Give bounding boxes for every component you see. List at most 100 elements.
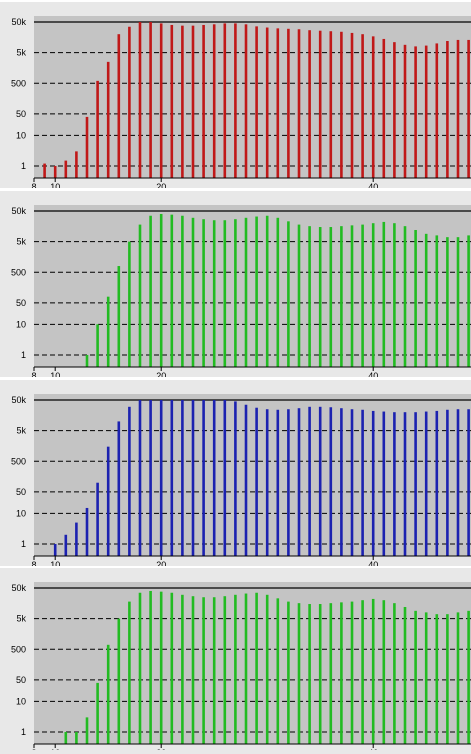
histogram-bar — [424, 612, 428, 744]
histogram-bar — [202, 219, 205, 367]
histogram-bar — [117, 34, 121, 178]
histogram-bar — [223, 596, 227, 744]
histogram-bar — [159, 213, 163, 367]
histogram-panel-green: 50k 5k 500 50 10 1 8 10 20 40 — [0, 191, 471, 377]
histogram-bar — [106, 61, 110, 178]
histogram-chart-blue: 50k 5k 500 50 10 1 8 10 20 40 — [11, 394, 471, 566]
histogram-bar — [234, 219, 237, 367]
histogram-chart-green: 50k 5k 500 50 10 1 8 10 20 40 — [11, 205, 471, 377]
x-tick-label: 20 — [156, 182, 166, 188]
y-tick-label: 1 — [21, 161, 26, 171]
histogram-chart-green-2: 50k 5k 500 50 10 1 8 10 20 40 — [11, 582, 471, 750]
histogram-bar — [276, 409, 280, 556]
histogram-bar — [361, 34, 364, 178]
histogram-bar — [297, 603, 301, 744]
histogram-bar — [117, 421, 121, 556]
histogram-bar — [393, 42, 396, 179]
histogram-bar — [424, 233, 428, 367]
histogram-bar — [265, 215, 269, 367]
histogram-bar — [159, 23, 163, 179]
histogram-bar — [75, 732, 78, 744]
histogram-bar — [202, 400, 205, 556]
x-tick-label: 10 — [50, 748, 60, 750]
x-tick-label: 40 — [368, 748, 378, 750]
histogram-bar — [128, 241, 131, 367]
histogram-bar — [234, 594, 237, 744]
histogram-bar — [276, 28, 280, 179]
x-tick-label: 8 — [31, 560, 36, 566]
histogram-bar — [128, 601, 131, 744]
histogram-bar — [340, 31, 343, 178]
histogram-bar — [223, 400, 227, 556]
histogram-bar — [435, 614, 439, 744]
x-tick-label: 20 — [156, 748, 166, 750]
histogram-bar — [329, 31, 333, 179]
histogram-bar — [53, 544, 57, 556]
histogram-chart-red: 50k 5k 500 50 10 1 8 10 20 40 — [11, 16, 471, 188]
histogram-bar — [255, 407, 258, 556]
histogram-panel-green-2: 50k 5k 500 50 10 1 8 10 20 40 — [0, 568, 471, 754]
histogram-bar — [75, 522, 78, 556]
y-tick-label: 5k — [16, 48, 26, 58]
histogram-bar — [181, 594, 184, 744]
histogram-bar — [424, 411, 428, 556]
histogram-bar — [244, 24, 248, 178]
histogram-bar — [212, 597, 216, 744]
histogram-bar — [265, 409, 269, 556]
histogram-bar — [265, 27, 269, 179]
histogram-bar — [371, 410, 375, 556]
y-tick-label: 50k — [11, 206, 26, 216]
histogram-bar — [149, 22, 152, 178]
y-tick-label: 5k — [16, 614, 26, 624]
histogram-bar — [297, 224, 301, 367]
y-tick-label: 1 — [21, 727, 26, 737]
histogram-bar — [276, 217, 280, 367]
histogram-bar — [340, 408, 343, 556]
histogram-bar — [191, 25, 195, 179]
histogram-bar — [138, 22, 142, 178]
histogram-bar — [393, 412, 396, 556]
histogram-bar — [318, 604, 322, 744]
y-tick-label: 5k — [16, 426, 26, 436]
histogram-bar — [308, 30, 311, 179]
histogram-bar — [382, 221, 386, 367]
histogram-bar — [467, 610, 470, 744]
histogram-bar — [382, 411, 386, 556]
y-tick-label: 500 — [11, 78, 26, 88]
histogram-bar — [318, 30, 322, 179]
histogram-bar — [170, 592, 174, 744]
histogram-bar — [467, 39, 470, 179]
x-tick-label: 10 — [50, 371, 60, 377]
histogram-bar — [128, 26, 131, 178]
x-tick-label: 20 — [156, 371, 166, 377]
histogram-bar — [329, 227, 333, 367]
histogram-bar — [276, 598, 280, 744]
histogram-bar — [456, 409, 460, 556]
histogram-bar — [149, 590, 152, 744]
histogram-bar — [467, 409, 470, 556]
histogram-bar — [403, 226, 407, 367]
histogram-bar — [414, 229, 417, 367]
histogram-bar — [64, 160, 68, 178]
histogram-bar — [96, 482, 99, 556]
histogram-bar — [117, 266, 121, 367]
histogram-bar — [170, 24, 174, 179]
histogram-bar — [117, 618, 121, 744]
histogram-bar — [244, 217, 248, 367]
y-tick-label: 500 — [11, 267, 26, 277]
histogram-bar — [234, 401, 237, 556]
y-tick-label: 10 — [16, 319, 26, 329]
histogram-bar — [456, 237, 460, 367]
histogram-bar — [446, 40, 449, 178]
histogram-bar — [414, 412, 417, 556]
histogram-bar — [191, 400, 195, 556]
histogram-bar — [138, 224, 142, 367]
histogram-bar — [403, 412, 407, 556]
y-tick-label: 10 — [16, 696, 26, 706]
histogram-bar — [318, 227, 322, 367]
x-tick-label: 8 — [31, 748, 36, 750]
histogram-bar — [414, 610, 417, 744]
y-tick-label: 500 — [11, 456, 26, 466]
histogram-bar — [191, 596, 195, 744]
x-tick-label: 40 — [368, 371, 378, 377]
